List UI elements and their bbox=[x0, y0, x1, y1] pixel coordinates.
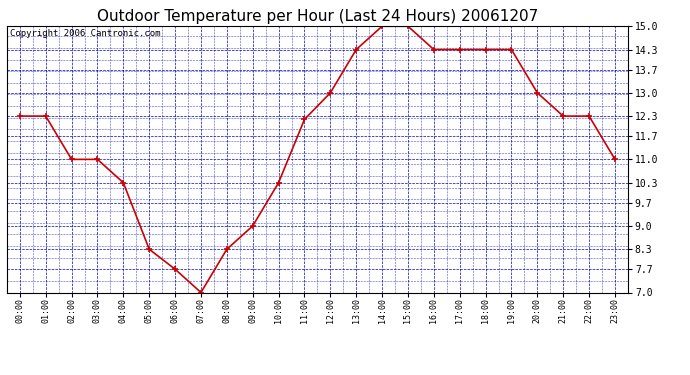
Title: Outdoor Temperature per Hour (Last 24 Hours) 20061207: Outdoor Temperature per Hour (Last 24 Ho… bbox=[97, 9, 538, 24]
Text: Copyright 2006 Cantronic.com: Copyright 2006 Cantronic.com bbox=[10, 29, 161, 38]
